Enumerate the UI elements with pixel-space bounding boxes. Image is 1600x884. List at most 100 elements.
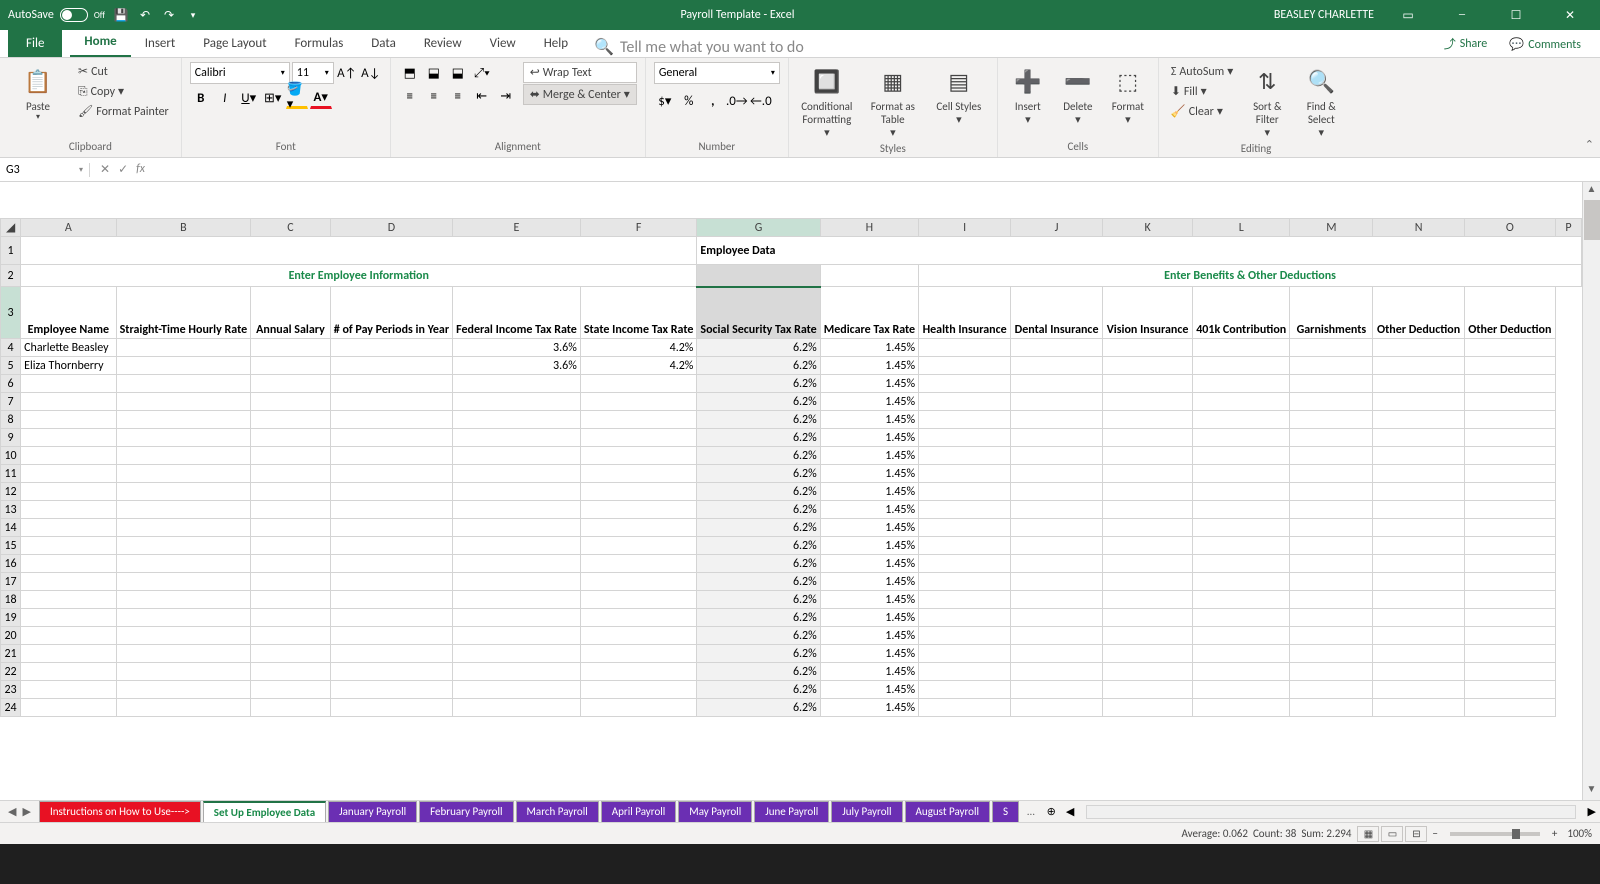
cell[interactable] <box>453 375 581 393</box>
cell[interactable]: 1.45% <box>820 627 918 645</box>
new-sheet-icon[interactable]: ⊕ <box>1041 805 1062 818</box>
cell[interactable] <box>1464 375 1555 393</box>
col-header-N[interactable]: N <box>1373 219 1464 237</box>
cell[interactable] <box>251 429 331 447</box>
share-button[interactable]: ⤴Share <box>1433 30 1499 57</box>
cell[interactable] <box>1193 699 1290 717</box>
cell[interactable] <box>919 645 1011 663</box>
worksheet-tab[interactable]: June Payroll <box>754 801 829 822</box>
cell[interactable] <box>1464 465 1555 483</box>
cell[interactable] <box>580 645 697 663</box>
scroll-right-icon[interactable]: ▶ <box>1588 805 1596 818</box>
cell[interactable] <box>251 339 331 357</box>
tab-home[interactable]: Home <box>70 28 130 57</box>
cell[interactable] <box>116 357 251 375</box>
cell[interactable]: 1.45% <box>820 501 918 519</box>
cell[interactable] <box>453 627 581 645</box>
cell[interactable] <box>21 519 117 537</box>
cell[interactable] <box>1193 429 1290 447</box>
cell[interactable] <box>1290 681 1373 699</box>
tab-formulas[interactable]: Formulas <box>281 30 358 57</box>
worksheet-tab[interactable]: March Payroll <box>516 801 599 822</box>
name-box[interactable]: G3▾ <box>0 163 90 177</box>
row-header-16[interactable]: 16 <box>1 555 21 573</box>
col-header-L[interactable]: L <box>1193 219 1290 237</box>
sort-filter-button[interactable]: ⇅Sort & Filter▾ <box>1243 62 1291 140</box>
cell[interactable] <box>919 573 1011 591</box>
cell[interactable] <box>580 447 697 465</box>
cell[interactable]: 1.45% <box>820 699 918 717</box>
cell[interactable] <box>1193 483 1290 501</box>
page-break-view-icon[interactable]: ⊟ <box>1405 826 1427 842</box>
cell[interactable] <box>21 663 117 681</box>
cell[interactable] <box>1193 609 1290 627</box>
cell[interactable]: 1.45% <box>820 519 918 537</box>
cell[interactable] <box>1193 375 1290 393</box>
cell[interactable] <box>453 465 581 483</box>
row-header-23[interactable]: 23 <box>1 681 21 699</box>
cell[interactable] <box>1103 645 1193 663</box>
cell[interactable] <box>919 519 1011 537</box>
ribbon-display-icon[interactable]: ▭ <box>1388 0 1428 30</box>
cell[interactable] <box>251 375 331 393</box>
cell[interactable] <box>1464 699 1555 717</box>
cell[interactable] <box>1373 609 1464 627</box>
cell[interactable] <box>116 339 251 357</box>
cell[interactable] <box>1373 699 1464 717</box>
increase-font-icon[interactable]: A↑ <box>336 62 358 84</box>
fill-button[interactable]: ⬇Fill ▾ <box>1167 82 1237 101</box>
cell[interactable]: 6.2% <box>697 375 820 393</box>
col-header-B[interactable]: B <box>116 219 251 237</box>
cell[interactable]: 6.2% <box>697 699 820 717</box>
cell[interactable]: 6.2% <box>697 627 820 645</box>
cell[interactable] <box>1290 375 1373 393</box>
row-header-24[interactable]: 24 <box>1 699 21 717</box>
cell[interactable] <box>1373 483 1464 501</box>
cell[interactable] <box>1103 501 1193 519</box>
cell[interactable] <box>1373 519 1464 537</box>
row-header-6[interactable]: 6 <box>1 375 21 393</box>
next-sheet-icon[interactable]: ▶ <box>22 805 30 818</box>
cell[interactable] <box>1464 537 1555 555</box>
cell[interactable] <box>1103 555 1193 573</box>
cell[interactable] <box>1464 591 1555 609</box>
cell[interactable]: 4.2% <box>580 339 697 357</box>
bold-button[interactable]: B <box>190 87 212 109</box>
cell[interactable] <box>1103 393 1193 411</box>
cell[interactable] <box>330 375 452 393</box>
cell[interactable]: 1.45% <box>820 609 918 627</box>
cell[interactable] <box>1011 447 1103 465</box>
percent-icon[interactable]: % <box>678 90 700 112</box>
cell[interactable]: 6.2% <box>697 393 820 411</box>
cell[interactable] <box>580 519 697 537</box>
row-header-4[interactable]: 4 <box>1 339 21 357</box>
delete-cells-button[interactable]: ➖Delete▾ <box>1056 62 1100 126</box>
tab-data[interactable]: Data <box>357 30 410 57</box>
cell[interactable] <box>1290 663 1373 681</box>
cell[interactable] <box>453 573 581 591</box>
cell[interactable] <box>251 591 331 609</box>
cell[interactable] <box>453 663 581 681</box>
cell[interactable] <box>580 483 697 501</box>
user-name[interactable]: BEASLEY CHARLETTE <box>1274 8 1374 22</box>
cell[interactable] <box>1011 591 1103 609</box>
cell[interactable] <box>1373 627 1464 645</box>
cell[interactable] <box>1103 357 1193 375</box>
cell[interactable] <box>21 573 117 591</box>
conditional-formatting-button[interactable]: 🔲Conditional Formatting▾ <box>797 62 857 140</box>
cell[interactable] <box>116 591 251 609</box>
cancel-formula-icon[interactable]: ✕ <box>100 162 110 177</box>
cell[interactable] <box>116 537 251 555</box>
cell[interactable] <box>1193 357 1290 375</box>
worksheet-tab[interactable]: S <box>992 801 1019 822</box>
scroll-left-icon[interactable]: ◀ <box>1066 805 1074 818</box>
cell[interactable] <box>1193 537 1290 555</box>
cell[interactable] <box>21 465 117 483</box>
cell[interactable] <box>1373 429 1464 447</box>
align-middle-icon[interactable]: ⬓ <box>423 62 445 84</box>
col-header-M[interactable]: M <box>1290 219 1373 237</box>
cell[interactable] <box>116 609 251 627</box>
row-header-15[interactable]: 15 <box>1 537 21 555</box>
cell[interactable] <box>251 411 331 429</box>
cell[interactable]: 6.2% <box>697 411 820 429</box>
